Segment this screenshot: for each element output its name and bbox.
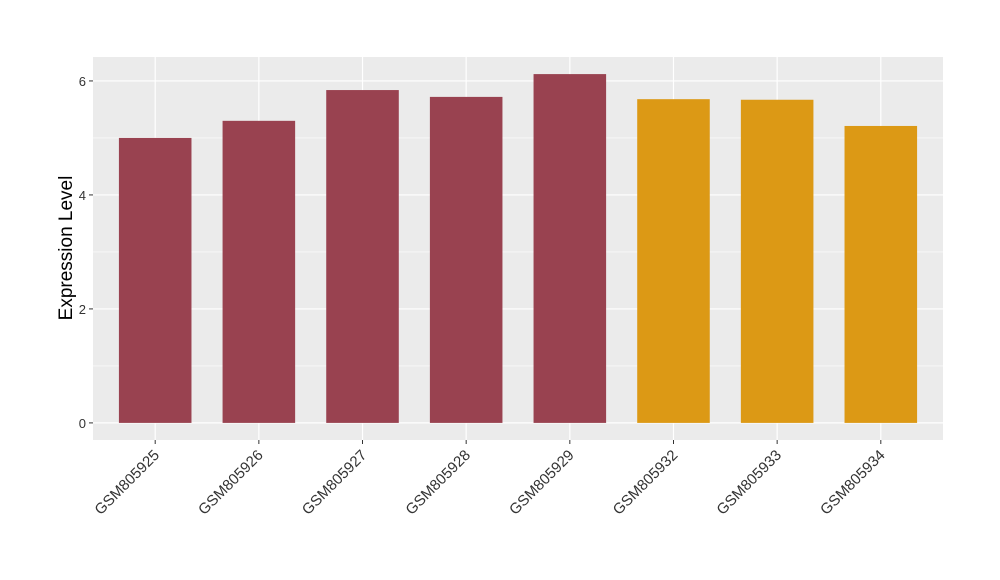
y-axis-label: Expression Level: [56, 176, 77, 321]
x-tick-label: GSM805934: [817, 447, 889, 519]
y-tick-label: 4: [79, 188, 86, 203]
bar: [637, 99, 710, 423]
x-tick-label: GSM805925: [91, 447, 163, 519]
x-tick-label: GSM805929: [506, 447, 578, 519]
bar: [429, 96, 503, 423]
y-tick-label: 6: [79, 74, 86, 89]
bar: [118, 137, 192, 423]
bar: [326, 90, 399, 423]
panel: [93, 57, 943, 440]
x-tick-label: GSM805926: [195, 447, 267, 519]
x-tick-label: GSM805927: [299, 447, 371, 519]
bar: [533, 74, 607, 423]
y-tick-label: 2: [79, 302, 86, 317]
x-tick-label: GSM805933: [713, 447, 785, 519]
x-tick-label: GSM805932: [610, 447, 682, 519]
bar: [844, 125, 918, 423]
bar: [222, 120, 296, 423]
y-tick-label: 0: [79, 416, 86, 431]
bar: [740, 99, 814, 423]
x-tick-label: GSM805928: [402, 447, 474, 519]
